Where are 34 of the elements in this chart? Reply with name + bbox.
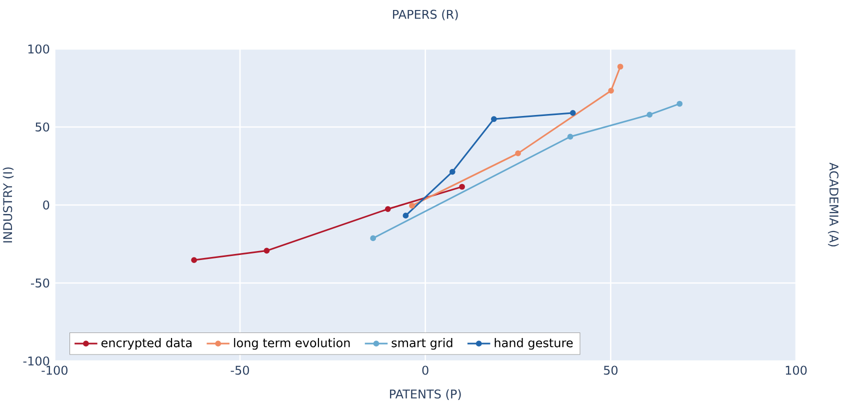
point <box>459 184 465 190</box>
legend-label: hand gesture <box>494 338 573 350</box>
y-tick-label: 50 <box>36 122 50 132</box>
y-tick-label: 0 <box>43 200 50 210</box>
point <box>570 110 576 116</box>
y-tick-label: -50 <box>30 278 50 288</box>
legend-label: encrypted data <box>101 338 192 350</box>
x-axis-title: PATENTS (P) <box>390 389 461 400</box>
point <box>370 235 376 242</box>
legend-label: long term evolution <box>234 338 350 350</box>
point <box>608 88 614 94</box>
x-tick-label: 50 <box>604 366 618 375</box>
y-tick-label: -100 <box>23 356 50 366</box>
chart-title: PAPERS (R) <box>393 10 458 20</box>
x-tick-label: -50 <box>230 366 250 375</box>
point <box>402 212 409 219</box>
point <box>449 168 456 175</box>
point <box>646 112 653 118</box>
x-tick-label: 100 <box>786 366 807 375</box>
point <box>567 134 574 140</box>
x-tick-label: -100 <box>42 366 68 375</box>
y-axis-title: INDUSTRY (I) <box>2 167 14 242</box>
point <box>490 116 497 122</box>
point <box>191 257 197 263</box>
legend-label: smart grid <box>392 338 452 350</box>
x-tick-label: 0 <box>422 366 428 375</box>
point <box>409 202 415 209</box>
point <box>384 206 391 212</box>
point <box>515 150 521 156</box>
y2-axis-title: ACADEMIA (A) <box>828 162 839 246</box>
point <box>676 100 683 107</box>
point <box>264 248 270 254</box>
point <box>617 64 624 70</box>
y-tick-label: 100 <box>28 44 50 54</box>
